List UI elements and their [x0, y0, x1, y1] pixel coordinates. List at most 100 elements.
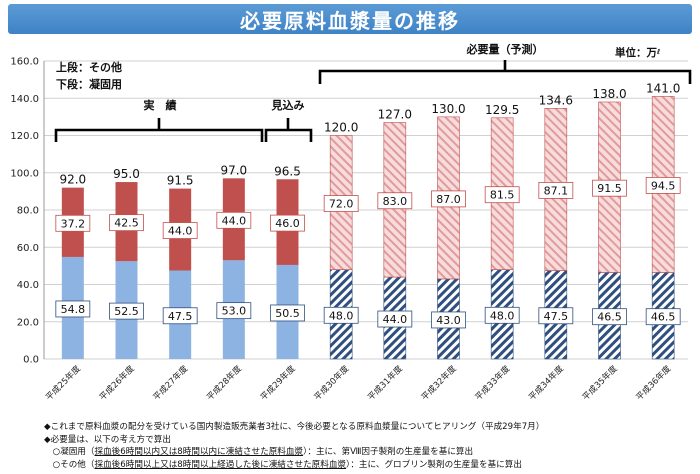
- lower-label-box: [484, 306, 520, 324]
- x-tick-label: 平成36年度: [634, 363, 674, 403]
- upper-label: 44.0: [222, 214, 247, 227]
- lower-label: 50.5: [275, 307, 300, 320]
- unit-small: ℓ: [656, 48, 660, 56]
- y-tick-label: 100.0: [10, 168, 39, 179]
- footnotes: ◆これまで原料血漿の配分を受けている国内製造販売業者3社に、今後必要となる原料血…: [44, 421, 694, 471]
- x-tick-label: 平成26年度: [97, 363, 137, 403]
- lower-label: 54.8: [61, 303, 86, 316]
- upper-label: 72.0: [329, 198, 354, 211]
- group-label-actual: 実 績: [144, 98, 177, 112]
- lower-label-box: [162, 307, 198, 325]
- upper-label-box: [55, 214, 91, 232]
- x-tick-label: 平成34年度: [526, 363, 566, 403]
- total-label: 92.0: [59, 173, 86, 187]
- lower-label-box: [216, 302, 252, 320]
- lower-label-box: [538, 307, 574, 325]
- upper-label: 46.0: [275, 217, 300, 230]
- upper-label-box: [538, 182, 574, 199]
- total-label: 97.0: [220, 163, 247, 177]
- data-labels: 92.0 54.8 37.2 95.0 52.5 42.5 91.5 47.5 44.0 97.0…: [55, 81, 681, 329]
- x-tick-label: 平成27年度: [151, 363, 191, 403]
- y-tick-label: 0.0: [23, 355, 39, 366]
- legend-lower: 下段：凝固用: [56, 77, 122, 91]
- legend-upper: 上段：その他: [56, 60, 122, 74]
- upper-label-box: [323, 195, 359, 212]
- upper-label-box: [109, 214, 144, 232]
- upper-label-box: [484, 186, 520, 204]
- lower-label-box: [270, 304, 305, 322]
- lower-label-box: [431, 311, 466, 329]
- total-label: 129.5: [485, 103, 519, 117]
- lower-label-box: [323, 306, 359, 324]
- total-label: 120.0: [324, 121, 358, 135]
- note-2: ◆必要量は、以下の考え方で算出: [44, 434, 171, 445]
- stacked-bar-chart: 0.020.040.060.080.0100.0120.0140.0160.0 …: [10, 42, 692, 403]
- x-tick-label: 平成32年度: [419, 363, 459, 403]
- x-tick-label: 平成30年度: [312, 363, 352, 403]
- upper-label-box: [162, 222, 198, 239]
- note-3: ○凝固用（採血後6時間以内又は8時間以内に凍結させた原料血漿）：主に、第Ⅷ因子製…: [44, 447, 474, 458]
- upper-label: 91.5: [597, 182, 622, 195]
- upper-label: 87.1: [544, 184, 569, 197]
- y-tick-label: 140.0: [10, 94, 39, 105]
- total-label: 130.0: [431, 102, 465, 116]
- group-label-forecast: 必要量（予測）: [466, 42, 544, 56]
- page-title: 必要原料血漿量の推移: [8, 4, 692, 34]
- upper-label: 81.5: [490, 189, 515, 202]
- x-tick-label: 平成33年度: [473, 363, 513, 403]
- note-1: ◆これまで原料血漿の配分を受けている国内製造販売業者3社に、今後必要となる原料血…: [44, 422, 545, 432]
- x-tick-label: 平成25年度: [43, 363, 83, 403]
- upper-label: 42.5: [114, 217, 139, 230]
- grid-lines: [44, 60, 688, 360]
- upper-label: 44.0: [168, 225, 193, 238]
- total-label: 127.0: [378, 107, 412, 121]
- x-tick-label: 平成31年度: [365, 363, 405, 403]
- upper-label: 94.5: [651, 179, 676, 192]
- total-label: 141.0: [646, 81, 680, 95]
- upper-label-box: [431, 190, 466, 208]
- group-brace-outlook: [264, 118, 313, 142]
- note-4: ○その他（採血後6時間以上又は8時間以上経過した後に凍結させた原料血漿）：主に、…: [44, 459, 522, 470]
- upper-label-box: [270, 214, 305, 232]
- y-tick-label: 120.0: [10, 131, 39, 142]
- unit-text: 単位：万: [615, 46, 657, 59]
- lower-label: 46.5: [651, 311, 676, 324]
- lower-label-box: [592, 308, 627, 326]
- y-tick-label: 20.0: [17, 317, 39, 328]
- y-tick-label: 160.0: [10, 57, 39, 68]
- total-label: 138.0: [592, 87, 626, 101]
- lower-label: 47.5: [168, 310, 193, 323]
- lower-label-box: [645, 308, 681, 326]
- y-tick-label: 40.0: [17, 280, 39, 291]
- upper-label-box: [377, 192, 413, 210]
- upper-label-box: [216, 211, 252, 229]
- y-axis: 0.0 20.0 40.0 60.0 80.0 100.0 120.0 140.0 160.0: [10, 57, 45, 366]
- lower-label-box: [377, 310, 413, 328]
- x-tick-label: 平成28年度: [204, 363, 244, 403]
- upper-label-box: [645, 176, 681, 194]
- total-label: 134.6: [539, 93, 573, 107]
- lower-label: 46.5: [597, 311, 622, 324]
- lower-label-box: [55, 300, 91, 318]
- lower-label: 47.5: [544, 310, 569, 323]
- total-label: 95.0: [113, 167, 140, 181]
- total-label: 96.5: [274, 164, 301, 178]
- lower-label: 44.0: [383, 313, 408, 326]
- group-label-outlook: 見込み: [271, 98, 305, 112]
- lower-label: 48.0: [490, 309, 515, 322]
- lower-label-box: [109, 302, 144, 320]
- upper-label: 83.0: [383, 195, 408, 208]
- group-brace-actual: [54, 118, 264, 142]
- lower-label: 53.0: [222, 305, 247, 318]
- upper-label: 87.0: [436, 193, 461, 206]
- upper-label: 37.2: [61, 217, 86, 230]
- x-axis-labels: 平成25年度 平成26年度 平成27年度 平成28年度 平成29年度 平成30年度 平成31…: [43, 363, 673, 403]
- group-brace-forecast: [318, 60, 692, 84]
- y-tick-label: 80.0: [17, 206, 39, 217]
- lower-label: 48.0: [329, 309, 354, 322]
- upper-label-box: [592, 179, 627, 197]
- lower-label: 52.5: [114, 305, 139, 318]
- x-tick-label: 平成35年度: [580, 363, 620, 403]
- x-tick-label: 平成29年度: [258, 363, 298, 403]
- lower-label: 43.0: [436, 314, 461, 327]
